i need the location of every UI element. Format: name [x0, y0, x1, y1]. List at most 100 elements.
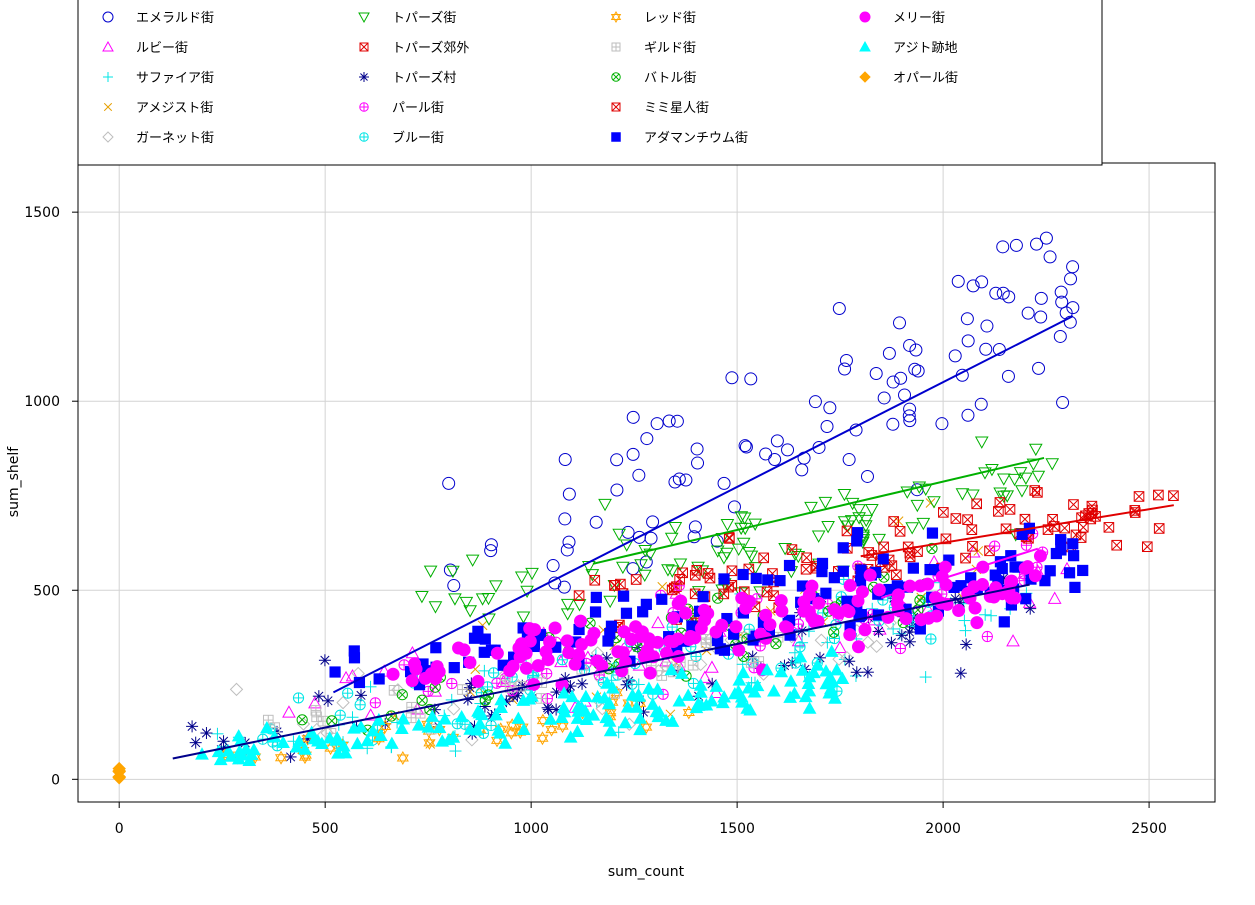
data-point: [739, 440, 753, 454]
data-point: [1069, 581, 1081, 593]
data-point: [888, 516, 899, 527]
data-point: [589, 574, 601, 586]
data-point: [1077, 564, 1089, 577]
data-point: [1141, 541, 1153, 553]
data-point: [642, 681, 656, 694]
data-point: [861, 666, 874, 679]
data-point: [910, 499, 925, 513]
data-point: [853, 611, 865, 623]
legend-label: パール街: [392, 101, 444, 116]
x-tick-label: 2500: [1131, 821, 1167, 837]
data-point: [1047, 591, 1062, 604]
data-point: [334, 709, 346, 721]
data-point: [1064, 272, 1078, 286]
data-point: [366, 723, 380, 737]
data-point: [998, 616, 1010, 628]
data-point: [902, 409, 916, 423]
data-point: [691, 456, 705, 470]
data-point: [679, 473, 693, 487]
data-point: [753, 586, 767, 599]
data-point: [851, 640, 865, 654]
data-point: [1004, 504, 1016, 515]
data-point: [519, 646, 533, 660]
data-point: [103, 72, 113, 82]
data-point: [930, 609, 944, 623]
data-point: [667, 611, 681, 625]
data-point: [774, 664, 789, 678]
data-point: [859, 40, 871, 52]
data-point: [633, 722, 647, 736]
data-point: [359, 132, 369, 142]
data-point: [415, 591, 429, 604]
data-point: [1020, 593, 1032, 605]
data-point: [674, 594, 688, 608]
data-point: [594, 672, 608, 686]
data-point: [354, 720, 368, 733]
data-point: [1063, 315, 1077, 329]
data-point: [617, 625, 631, 639]
data-point: [828, 572, 840, 584]
data-point: [1033, 549, 1047, 563]
data-point: [1111, 539, 1122, 551]
data-point: [282, 705, 296, 718]
data-point: [852, 504, 866, 517]
data-point: [784, 674, 798, 687]
data-point: [966, 524, 978, 536]
data-point: [935, 417, 949, 431]
data-point: [603, 723, 618, 737]
data-point: [650, 682, 665, 695]
data-point: [611, 72, 621, 82]
fit-line: [860, 504, 1174, 558]
data-point: [289, 740, 304, 753]
data-point: [903, 414, 917, 428]
data-point: [821, 521, 835, 534]
data-point: [729, 620, 743, 634]
data-point: [478, 664, 491, 677]
data-point: [385, 736, 399, 749]
data-point: [858, 623, 872, 637]
data-point: [673, 558, 688, 571]
data-point: [643, 666, 657, 680]
data-point: [904, 551, 916, 563]
data-point: [979, 342, 993, 356]
data-point: [1007, 473, 1022, 487]
data-point: [865, 503, 879, 517]
data-point: [430, 642, 442, 654]
data-point: [1045, 458, 1060, 471]
data-point: [485, 719, 497, 732]
data-point: [916, 517, 931, 531]
x-tick-label: 500: [312, 821, 339, 837]
data-point: [861, 635, 875, 649]
data-point: [457, 684, 468, 695]
data-point: [802, 684, 817, 697]
data-point: [783, 690, 798, 703]
data-point: [1153, 523, 1165, 534]
data-point: [543, 712, 558, 725]
data-point: [557, 580, 571, 594]
data-point: [546, 559, 560, 573]
data-point: [877, 553, 889, 565]
data-point: [837, 516, 852, 529]
data-point: [839, 353, 853, 367]
data-point: [735, 695, 749, 708]
data-point: [737, 512, 752, 525]
data-point: [662, 414, 676, 428]
data-point: [966, 279, 980, 293]
data-point: [794, 641, 806, 653]
data-point: [535, 693, 547, 704]
data-point: [926, 527, 939, 539]
y-axis-label: sum_shelf: [6, 446, 22, 517]
data-point: [568, 657, 582, 671]
data-point: [736, 537, 751, 551]
data-point: [1087, 504, 1098, 516]
data-point: [211, 727, 224, 740]
data-point: [525, 689, 539, 702]
data-point: [468, 632, 481, 644]
data-point: [761, 586, 773, 598]
data-point: [493, 726, 507, 739]
data-point: [511, 711, 526, 724]
data-point: [656, 593, 668, 605]
data-point: [704, 572, 716, 584]
data-point: [632, 468, 646, 482]
